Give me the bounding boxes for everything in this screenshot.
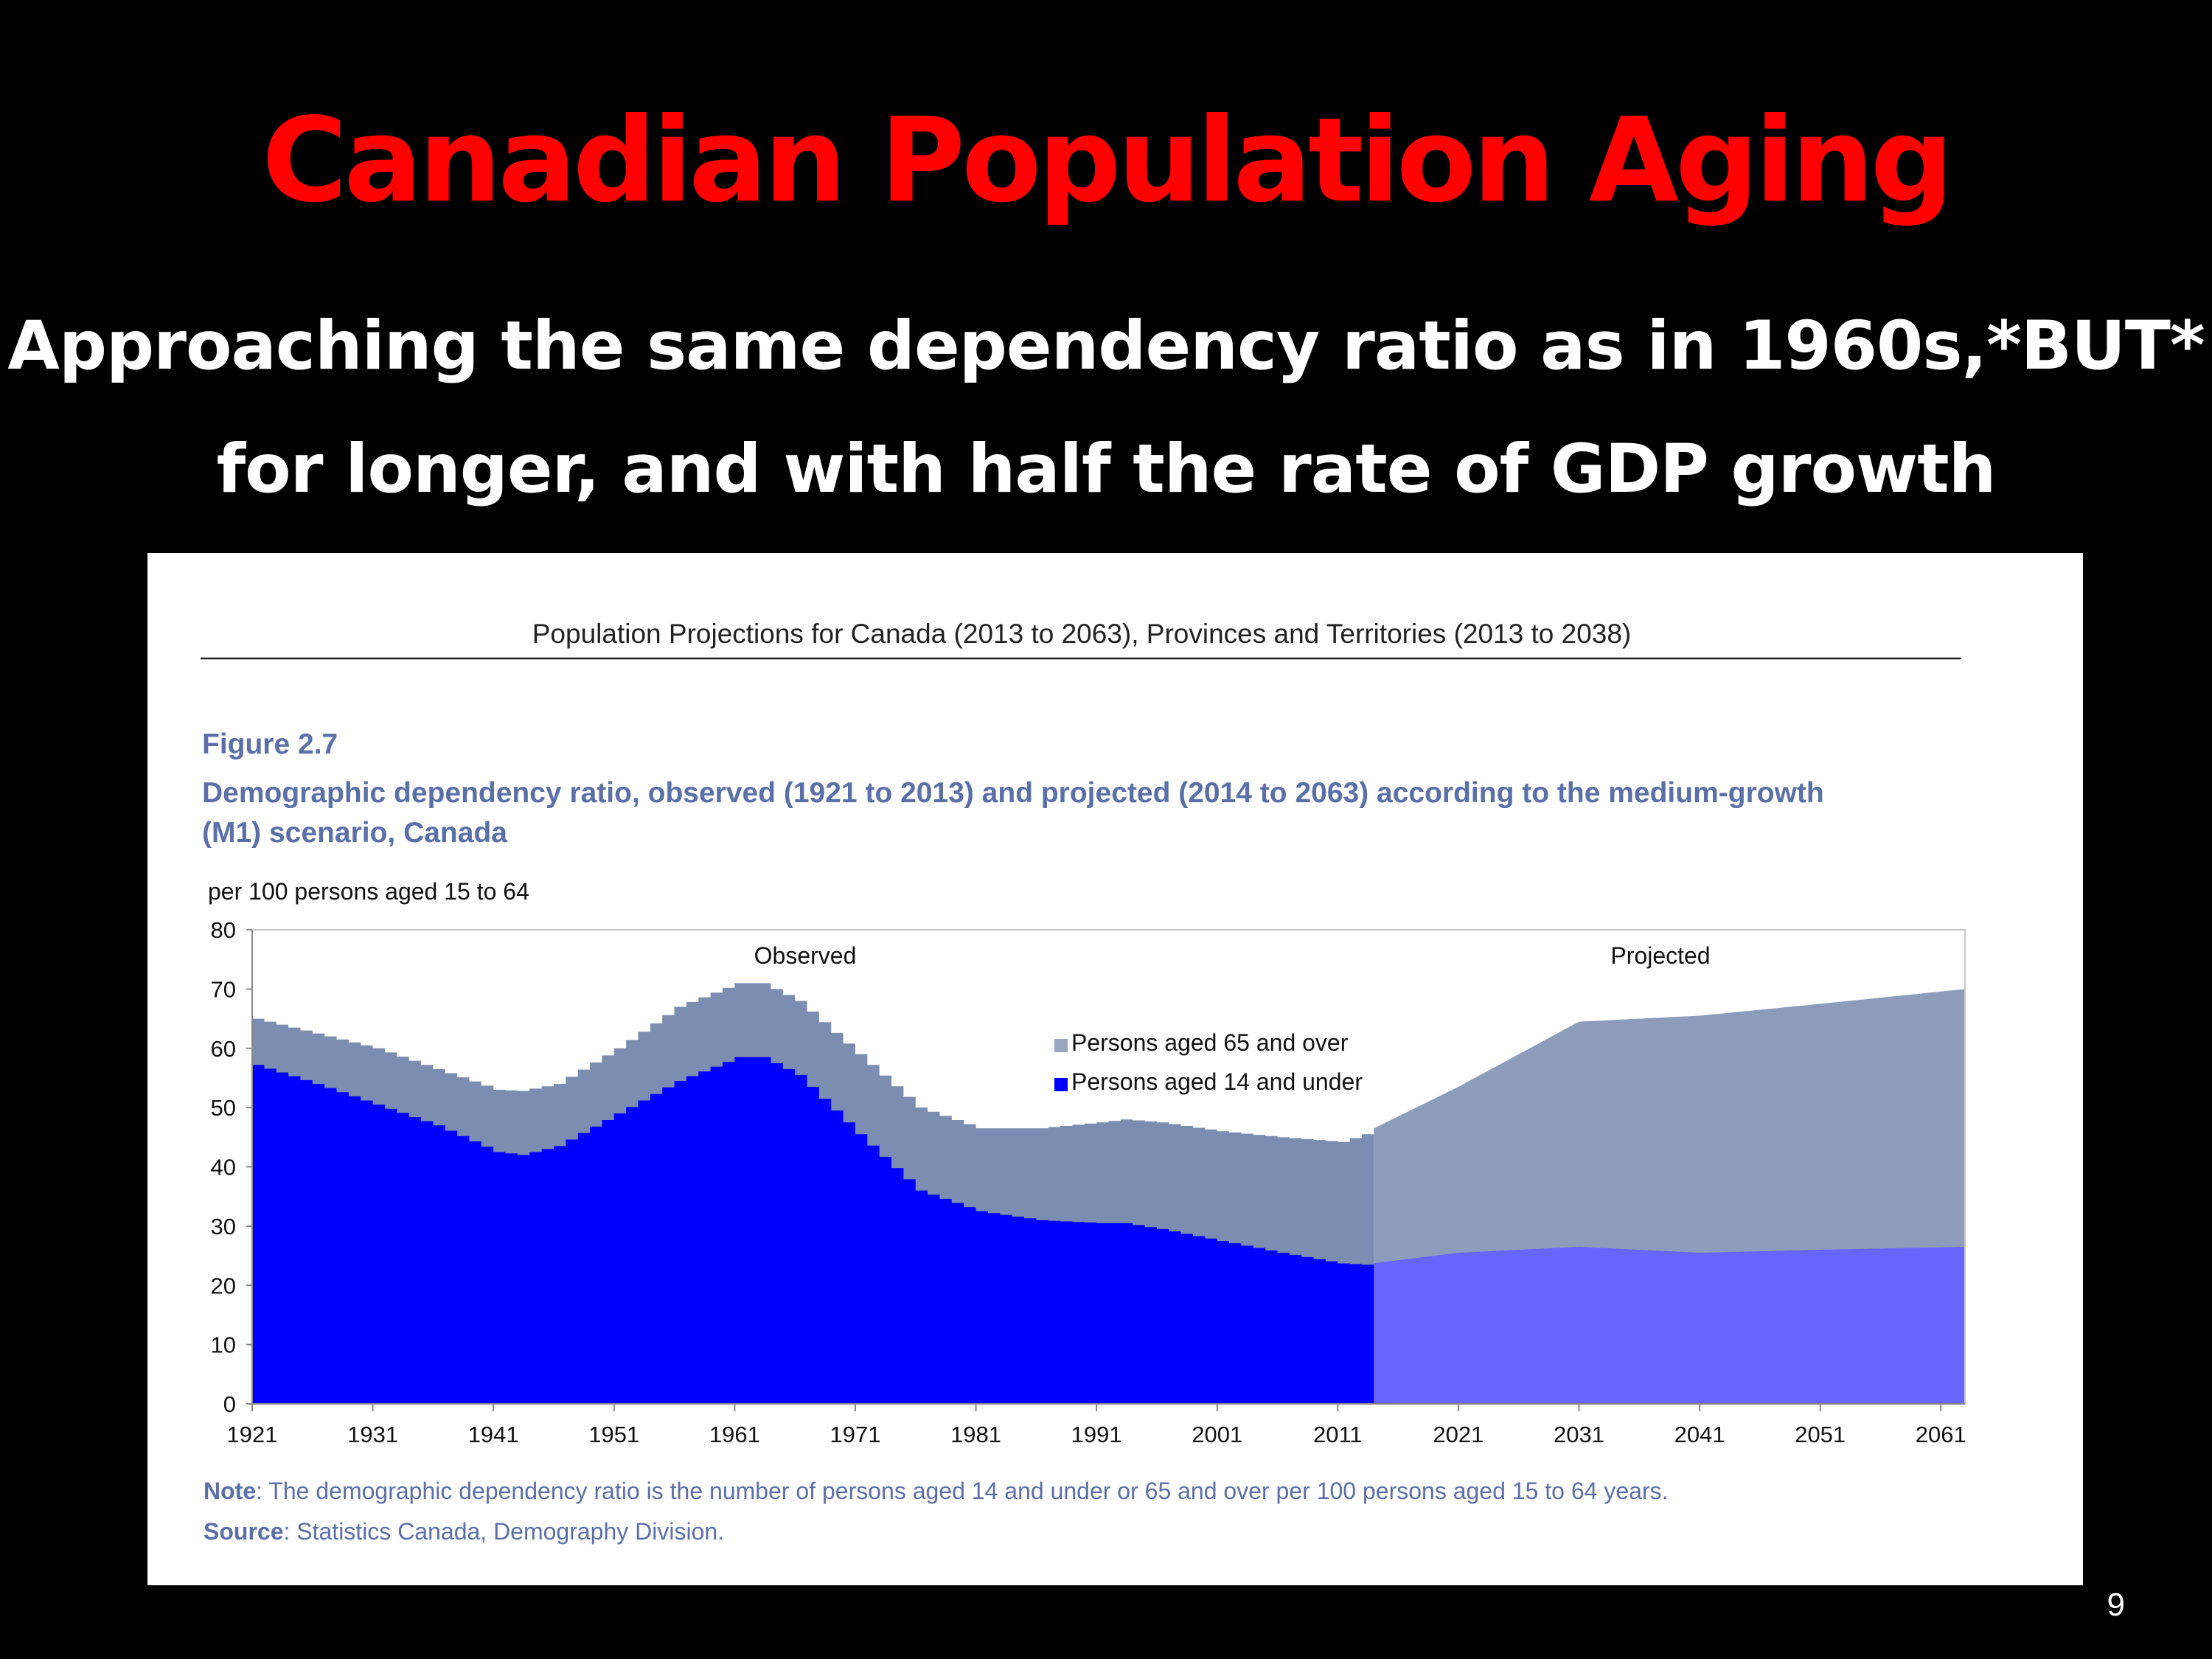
page-number: 9 <box>2107 1587 2125 1623</box>
y-tick-label: 50 <box>211 1095 236 1121</box>
x-tick-label: 1991 <box>1071 1422 1122 1447</box>
x-tick-label: 2061 <box>1916 1422 1966 1447</box>
y-tick-label: 30 <box>211 1214 236 1239</box>
x-tick-label: 1921 <box>227 1422 278 1447</box>
figure-title-line2: (M1) scenario, Canada <box>202 817 507 849</box>
x-tick-label: 1961 <box>709 1422 760 1447</box>
annotation-projected: Projected <box>1610 942 1710 969</box>
y-tick-label: 70 <box>211 976 236 1002</box>
x-tick-label: 2041 <box>1674 1422 1725 1447</box>
x-tick-label: 1971 <box>830 1422 880 1447</box>
slide-subtitle-line1: Approaching the same dependency ratio as… <box>7 307 2205 385</box>
y-tick-label: 80 <box>211 917 236 943</box>
area-14-and-under-projected <box>1374 1247 1965 1404</box>
legend-swatch-65-and-over <box>1054 1039 1068 1052</box>
y-tick-label: 20 <box>211 1273 236 1298</box>
figure-label: Figure 2.7 <box>202 728 338 760</box>
x-axis: 1921 1931 1941 1951 1961 1971 1981 1991 2001 2011… <box>227 1403 1966 1447</box>
y-axis-label: per 100 persons aged 15 to 64 <box>208 878 529 905</box>
svg-text:Note: The demographic dependen: Note: The demographic dependency ratio i… <box>204 1478 1668 1504</box>
area-14-and-under-observed <box>252 1057 1374 1404</box>
y-tick-label: 0 <box>223 1391 236 1417</box>
legend-swatch-14-and-under <box>1054 1078 1068 1091</box>
y-tick-label: 10 <box>211 1332 236 1358</box>
x-tick-label: 2011 <box>1313 1422 1363 1447</box>
slide-title: Canadian Population Aging <box>262 93 1954 229</box>
y-axis: 0 10 20 30 40 50 60 70 80 <box>211 917 253 1417</box>
legend-label-14-and-under: Persons aged 14 and under <box>1071 1068 1363 1095</box>
chart-panel: Population Projections for Canada (2013 … <box>147 553 2083 1585</box>
x-tick-label: 2031 <box>1554 1422 1604 1447</box>
note-label: Note <box>204 1478 256 1504</box>
x-tick-label: 1931 <box>347 1422 398 1447</box>
x-tick-label: 2021 <box>1433 1422 1484 1447</box>
chart-note: Note: The demographic dependency ratio i… <box>204 1478 1668 1545</box>
x-tick-label: 1941 <box>468 1422 519 1447</box>
chart-figure: Population Projections for Canada (2013 … <box>201 619 1966 1545</box>
slide-subtitle-line2: for longer, and with half the rate of GD… <box>216 431 1997 508</box>
x-tick-label: 1981 <box>950 1422 1001 1447</box>
annotation-observed: Observed <box>754 942 857 969</box>
legend-label-65-and-over: Persons aged 65 and over <box>1071 1029 1349 1056</box>
source-label: Source <box>204 1518 283 1545</box>
x-tick-label: 2001 <box>1192 1422 1242 1447</box>
y-tick-label: 40 <box>211 1155 236 1180</box>
y-tick-label: 60 <box>211 1036 236 1062</box>
area-layer <box>252 983 1965 1404</box>
x-tick-label: 2051 <box>1795 1422 1846 1447</box>
figure-title-line1: Demographic dependency ratio, observed (… <box>202 777 1824 809</box>
x-tick-label: 1951 <box>588 1422 639 1447</box>
source-text: : Statistics Canada, Demography Division… <box>283 1518 724 1545</box>
svg-text:Source: Statistics Canada, Dem: Source: Statistics Canada, Demography Di… <box>204 1518 724 1545</box>
note-text: : The demographic dependency ratio is th… <box>256 1478 1668 1504</box>
legend: Persons aged 65 and over Persons aged 14… <box>1054 1029 1363 1095</box>
report-header: Population Projections for Canada (2013 … <box>532 619 1632 649</box>
